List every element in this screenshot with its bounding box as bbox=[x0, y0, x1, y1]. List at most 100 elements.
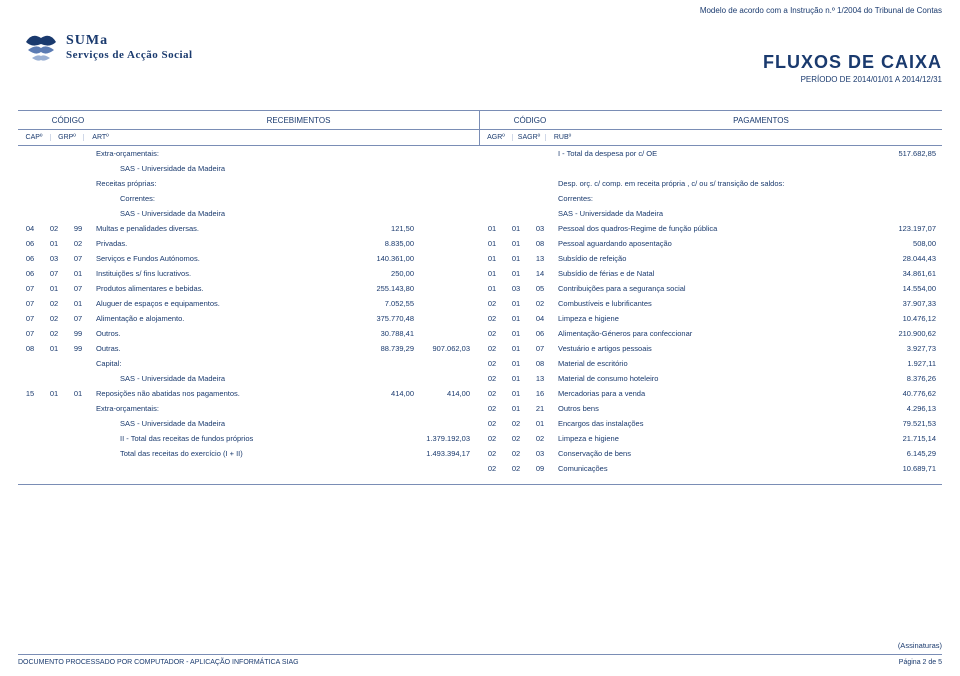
hdr-rub: RUBº bbox=[546, 134, 579, 141]
cell-agr: 02 bbox=[480, 419, 504, 428]
cell-desc-r: Material de escritório bbox=[552, 359, 872, 368]
table-row: Total das receitas do exercício (I + II)… bbox=[18, 446, 942, 461]
cell-desc-r: I - Total da despesa por c/ OE bbox=[552, 149, 872, 158]
logo-main: SUMa bbox=[66, 33, 193, 49]
cell-agr: 02 bbox=[480, 299, 504, 308]
cell-desc-l: Produtos alimentares e bebidas. bbox=[90, 284, 360, 293]
cell-val-l1: 8.835,00 bbox=[360, 239, 420, 248]
cell-desc-r: Comunicações bbox=[552, 464, 872, 473]
table-row: 060701Instituições s/ fins lucrativos.25… bbox=[18, 266, 942, 281]
cell-val-r: 10.476,12 bbox=[872, 314, 942, 323]
cell-agr: 02 bbox=[480, 389, 504, 398]
cell-grp: 07 bbox=[42, 269, 66, 278]
cell-sagr: 01 bbox=[504, 404, 528, 413]
cell-desc-l: Total das receitas do exercício (I + II) bbox=[90, 449, 360, 458]
cell-rub: 13 bbox=[528, 254, 552, 263]
cell-grp: 02 bbox=[42, 224, 66, 233]
hdr-codigo-r: CÓDIGO bbox=[480, 116, 580, 125]
cell-sagr: 02 bbox=[504, 434, 528, 443]
cell-val-r: 508,00 bbox=[872, 239, 942, 248]
cell-val-r: 517.682,85 bbox=[872, 149, 942, 158]
cell-grp: 03 bbox=[42, 254, 66, 263]
cell-val-r: 28.044,43 bbox=[872, 254, 942, 263]
cell-cap: 07 bbox=[18, 284, 42, 293]
cell-art: 07 bbox=[66, 284, 90, 293]
page-title: FLUXOS DE CAIXA bbox=[763, 52, 942, 73]
cell-cap: 07 bbox=[18, 299, 42, 308]
table-body: Extra-orçamentais: I - Total da despesa p… bbox=[18, 146, 942, 485]
table-row: SAS - Universidade da Madeira020201Encar… bbox=[18, 416, 942, 431]
cell-desc-r: Conservação de bens bbox=[552, 449, 872, 458]
cell-desc-r: Material de consumo hoteleiro bbox=[552, 374, 872, 383]
cell-val-l1: 375.770,48 bbox=[360, 314, 420, 323]
cell-val-r: 8.376,26 bbox=[872, 374, 942, 383]
cell-desc-r: Outros bens bbox=[552, 404, 872, 413]
cell-agr: 01 bbox=[480, 239, 504, 248]
cell-art: 07 bbox=[66, 254, 90, 263]
cell-rub: 13 bbox=[528, 374, 552, 383]
cell-val-r: 79.521,53 bbox=[872, 419, 942, 428]
table-row: SAS - Universidade da Madeira bbox=[18, 161, 942, 176]
cell-cap: 06 bbox=[18, 239, 42, 248]
hdr-sagr: SAGRº bbox=[513, 134, 546, 141]
table-row: 040299Multas e penalidades diversas.121,… bbox=[18, 221, 942, 236]
cell-cap: 08 bbox=[18, 344, 42, 353]
cell-desc-l: SAS - Universidade da Madeira bbox=[90, 209, 360, 218]
hdr-agr: AGRº bbox=[480, 134, 513, 141]
cell-art: 02 bbox=[66, 239, 90, 248]
cell-cap: 15 bbox=[18, 389, 42, 398]
cell-agr: 02 bbox=[480, 374, 504, 383]
cell-val-r: 3.927,73 bbox=[872, 344, 942, 353]
cell-val-r: 1.927,11 bbox=[872, 359, 942, 368]
table-row: 150101Reposições não abatidas nos pagame… bbox=[18, 386, 942, 401]
cell-sagr: 01 bbox=[504, 269, 528, 278]
cell-val-r: 37.907,33 bbox=[872, 299, 942, 308]
table-row: 070107Produtos alimentares e bebidas.255… bbox=[18, 281, 942, 296]
cell-desc-r: Pessoal dos quadros-Regime de função púb… bbox=[552, 224, 872, 233]
cell-val-r: 40.776,62 bbox=[872, 389, 942, 398]
cell-art: 01 bbox=[66, 389, 90, 398]
cell-sagr: 01 bbox=[504, 359, 528, 368]
hdr-cap: CAPº bbox=[18, 134, 51, 141]
cell-sagr: 01 bbox=[504, 224, 528, 233]
cell-rub: 09 bbox=[528, 464, 552, 473]
table-row: 060307Serviços e Fundos Autónomos.140.36… bbox=[18, 251, 942, 266]
cell-art: 01 bbox=[66, 299, 90, 308]
cell-desc-r: Subsídio de refeição bbox=[552, 254, 872, 263]
table-header: CÓDIGO RECEBIMENTOS CAPº GRPº ARTº CÓDIG… bbox=[18, 110, 942, 146]
cell-rub: 07 bbox=[528, 344, 552, 353]
cell-val-l1: 88.739,29 bbox=[360, 344, 420, 353]
table-row: Extra-orçamentais:020121Outros bens4.296… bbox=[18, 401, 942, 416]
footer-right: Página 2 de 5 bbox=[899, 659, 942, 666]
hdr-grp: GRPº bbox=[51, 134, 84, 141]
cell-grp: 02 bbox=[42, 329, 66, 338]
cell-desc-r: Mercadorias para a venda bbox=[552, 389, 872, 398]
table-row: 070201Aluguer de espaços e equipamentos.… bbox=[18, 296, 942, 311]
cell-art: 99 bbox=[66, 329, 90, 338]
cell-desc-l: Instituições s/ fins lucrativos. bbox=[90, 269, 360, 278]
page-subtitle: PERÍODO DE 2014/01/01 A 2014/12/31 bbox=[763, 75, 942, 84]
cell-agr: 01 bbox=[480, 254, 504, 263]
cell-val-l2: 1.379.192,03 bbox=[420, 434, 480, 443]
cell-rub: 01 bbox=[528, 419, 552, 428]
table-row: SAS - Universidade da MadeiraSAS - Unive… bbox=[18, 206, 942, 221]
cell-val-r: 34.861,61 bbox=[872, 269, 942, 278]
cell-desc-l: Receitas próprias: bbox=[90, 179, 360, 188]
cell-desc-l: Outras. bbox=[90, 344, 360, 353]
cell-agr: 01 bbox=[480, 224, 504, 233]
cell-rub: 02 bbox=[528, 299, 552, 308]
table-row: II - Total das receitas de fundos própri… bbox=[18, 431, 942, 446]
cell-desc-l: Aluguer de espaços e equipamentos. bbox=[90, 299, 360, 308]
cell-sagr: 01 bbox=[504, 314, 528, 323]
cell-desc-r: Limpeza e higiene bbox=[552, 434, 872, 443]
cell-desc-l: Extra-orçamentais: bbox=[90, 404, 360, 413]
cell-art: 07 bbox=[66, 314, 90, 323]
logo-sub: Serviços de Acção Social bbox=[66, 49, 193, 61]
cell-agr: 02 bbox=[480, 449, 504, 458]
cell-rub: 03 bbox=[528, 449, 552, 458]
cell-desc-l: Extra-orçamentais: bbox=[90, 149, 360, 158]
cell-grp: 02 bbox=[42, 299, 66, 308]
cell-desc-l: Privadas. bbox=[90, 239, 360, 248]
table-row: 080199Outras.88.739,29907.062,03020107Ve… bbox=[18, 341, 942, 356]
cell-sagr: 02 bbox=[504, 464, 528, 473]
